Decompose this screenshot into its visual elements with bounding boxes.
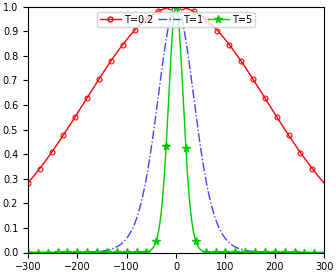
Legend: T=0.2, T=1, T=5: T=0.2, T=1, T=5 bbox=[97, 12, 255, 28]
